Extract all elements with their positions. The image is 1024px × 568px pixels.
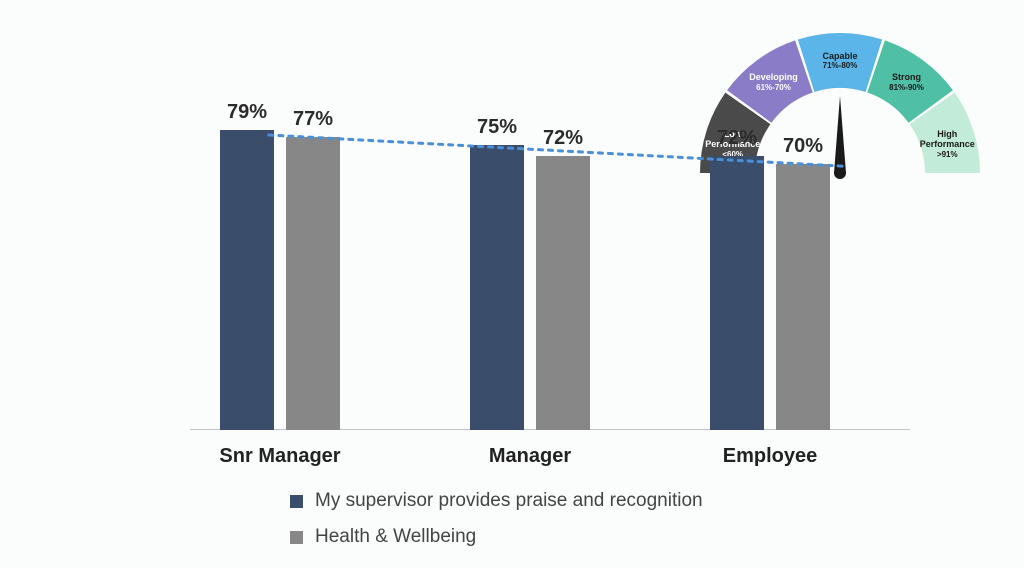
legend-label: Health & Wellbeing — [315, 526, 476, 548]
stage: Low Performance<60%Developing61%-70%Capa… — [0, 0, 1024, 568]
category-label: Manager — [430, 445, 630, 468]
legend-item: Health & Wellbeing — [290, 526, 703, 548]
legend-swatch — [290, 531, 303, 544]
bar-value-label: 72% — [533, 127, 593, 150]
legend: My supervisor provides praise and recogn… — [290, 490, 703, 562]
category-label: Employee — [670, 445, 870, 468]
bar — [536, 156, 590, 430]
bar-value-label: 79% — [217, 101, 277, 124]
bar-value-label: 75% — [467, 116, 527, 139]
bar — [710, 156, 764, 430]
bar-value-label: 77% — [283, 108, 343, 131]
bar-value-label: 70% — [773, 135, 833, 158]
legend-item: My supervisor provides praise and recogn… — [290, 490, 703, 512]
bar — [776, 164, 830, 430]
category-label: Snr Manager — [180, 445, 380, 468]
legend-swatch — [290, 495, 303, 508]
legend-label: My supervisor provides praise and recogn… — [315, 490, 703, 512]
gauge-segment — [798, 33, 882, 92]
bar — [286, 137, 340, 430]
bar — [470, 145, 524, 430]
bar — [220, 130, 274, 430]
bar-chart: 79%77%75%72%72%70% — [190, 130, 910, 430]
bar-value-label: 72% — [707, 127, 767, 150]
